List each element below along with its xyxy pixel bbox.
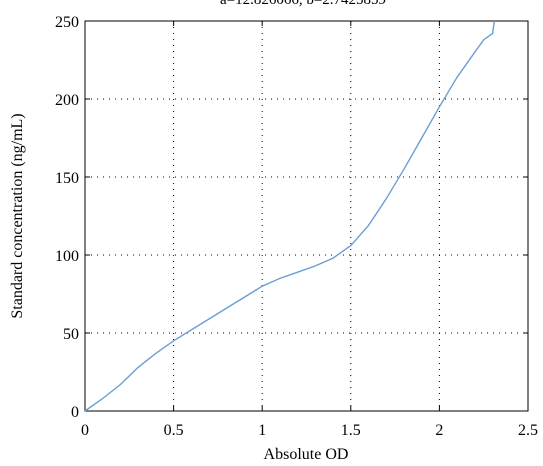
chart-title: a=12.826066, b=2.7425859 [220, 0, 386, 8]
series-line [84, 20, 495, 412]
y-axis-label: Standard concentration (ng/mL) [9, 113, 26, 318]
x-axis-label: Absolute OD [264, 446, 349, 463]
x-tick-label: 0 [81, 422, 89, 439]
y-tick-label: 150 [55, 170, 79, 187]
y-tick-label: 50 [63, 326, 79, 343]
grid-lines [85, 21, 528, 411]
x-tick-label: 1 [258, 422, 266, 439]
x-axis: 0 0.5 1 1.5 2 2.5 [81, 21, 538, 439]
x-tick-label: 2 [435, 422, 443, 439]
x-tick-label: 2.5 [518, 422, 538, 439]
y-axis: 0 50 100 150 200 250 [55, 14, 528, 421]
x-tick-label: 0.5 [164, 422, 184, 439]
y-tick-label: 100 [55, 248, 79, 265]
plot-frame [84, 20, 529, 412]
x-tick-label: 1.5 [341, 422, 361, 439]
y-tick-label: 0 [71, 404, 79, 421]
y-tick-label: 250 [55, 14, 79, 31]
y-tick-label: 200 [55, 92, 79, 109]
